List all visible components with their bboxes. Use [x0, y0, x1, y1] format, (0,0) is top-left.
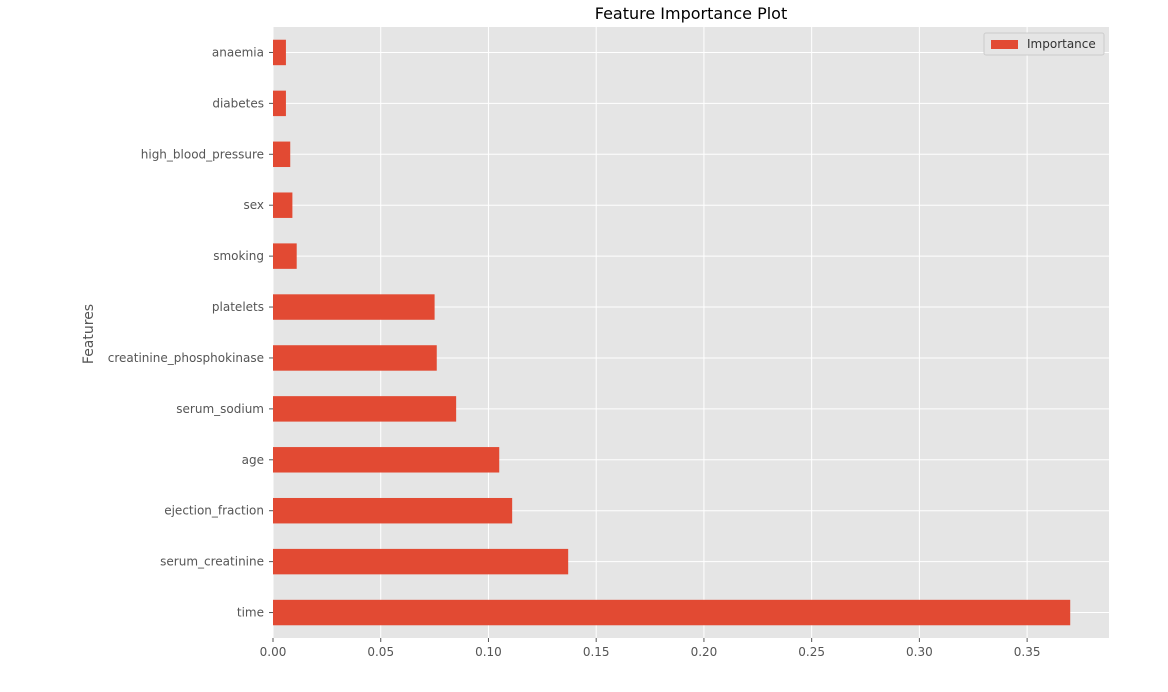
x-tick-labels: 0.00 0.05 0.10 0.15 0.20 0.25 0.30 0.35 [260, 645, 1041, 659]
y-tick-label-high-blood-pressure: high_blood_pressure [141, 147, 264, 161]
legend-swatch [991, 40, 1018, 49]
legend: Importance [983, 32, 1105, 56]
bar-high-blood-pressure [273, 141, 291, 168]
bar-smoking [273, 243, 297, 269]
y-tick-label-ejection-fraction: ejection_fraction [164, 504, 264, 518]
bar-platelets [273, 294, 435, 320]
bar-serum-sodium [273, 396, 457, 422]
plot-background [273, 27, 1109, 638]
bar-ejection-fraction [273, 497, 513, 524]
bar-sex [273, 192, 293, 218]
legend-label-importance: Importance [1027, 37, 1096, 51]
y-tick-label-sex: sex [243, 198, 264, 212]
x-tick-label: 0.15 [583, 645, 610, 659]
y-tick-label-time: time [237, 606, 264, 620]
bar-serum-creatinine [273, 548, 569, 575]
bar-diabetes [273, 90, 286, 117]
x-tick-label: 0.20 [691, 645, 718, 659]
x-tick-label: 0.35 [1014, 645, 1041, 659]
y-tick-labels: time serum_creatinine ejection_fraction age… [108, 45, 273, 620]
y-tick-label-platelets: platelets [212, 300, 264, 314]
legend-box [983, 32, 1105, 56]
x-tick-label: 0.10 [475, 645, 502, 659]
bar-age [273, 447, 500, 473]
y-tick-label-smoking: smoking [213, 249, 264, 263]
x-tick-label: 0.25 [798, 645, 825, 659]
y-axis-label: Features [81, 304, 97, 364]
y-tick-label-age: age [242, 453, 264, 467]
bars-group [273, 39, 1071, 626]
chart-title: Feature Importance Plot [595, 4, 787, 23]
y-tick-label-serum-sodium: serum_sodium [176, 402, 264, 416]
y-tick-label-creatinine-phosphokinase: creatinine_phosphokinase [108, 351, 264, 365]
bar-anaemia [273, 39, 286, 66]
y-tick-label-diabetes: diabetes [212, 96, 264, 110]
y-tick-label-serum-creatinine: serum_creatinine [160, 555, 264, 569]
x-tick-label: 0.05 [367, 645, 394, 659]
y-tick-label-anaemia: anaemia [212, 45, 264, 59]
x-tick-label: 0.00 [260, 645, 287, 659]
bar-creatinine-phosphokinase [273, 345, 437, 371]
x-tick-label: 0.30 [906, 645, 933, 659]
bar-time [273, 599, 1071, 626]
